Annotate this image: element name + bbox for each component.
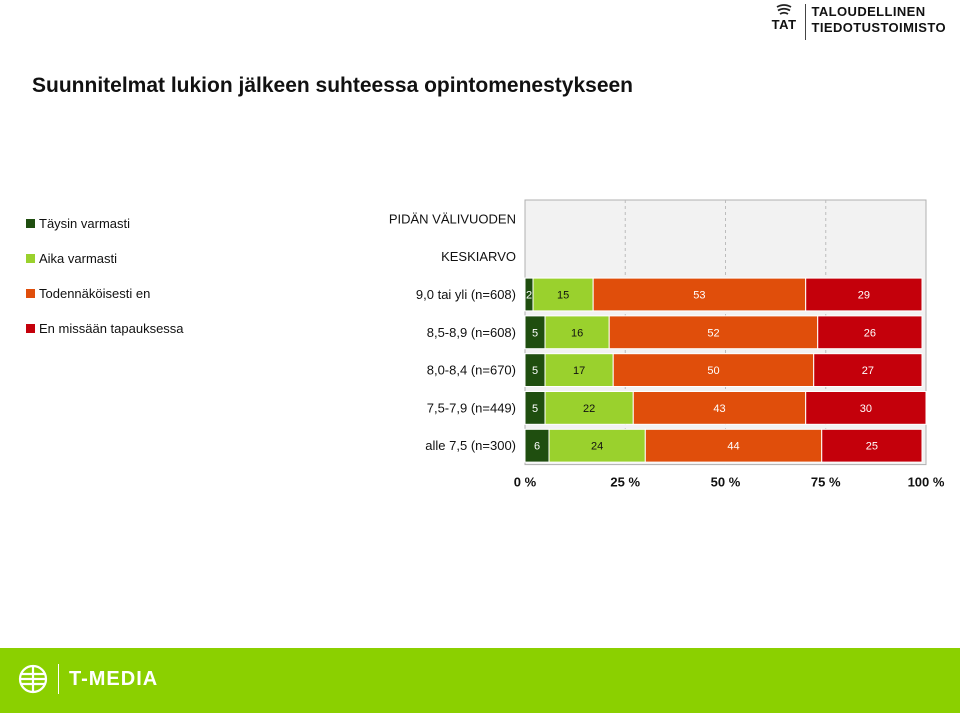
page-title: Suunnitelmat lukion jälkeen suhteessa op… <box>32 74 634 97</box>
legend-swatch <box>26 254 35 263</box>
data-label: 6 <box>534 441 540 453</box>
footer-brand-name: T-MEDIA <box>69 667 159 690</box>
bar-segment <box>821 428 923 463</box>
data-label: 24 <box>591 441 603 453</box>
bar-segment <box>608 315 819 350</box>
data-label: 43 <box>713 403 725 415</box>
chart-legend: Täysin varmasti Aika varmasti Todennäköise… <box>26 206 184 346</box>
logo-abbreviation: TAT <box>771 17 797 32</box>
data-label: 27 <box>862 365 874 377</box>
data-label: 30 <box>860 403 872 415</box>
data-label: 29 <box>858 290 870 302</box>
logo-divider <box>804 4 806 40</box>
bar-segment <box>544 315 610 350</box>
category-label: alle 7,5 (n=300) <box>425 438 516 453</box>
legend-swatch <box>26 219 35 228</box>
data-label: 2 <box>526 290 532 302</box>
category-label: 9,0 tai yli (n=608) <box>416 287 516 302</box>
data-label: 17 <box>573 365 585 377</box>
legend-swatch <box>26 289 35 298</box>
category-label: PIDÄN VÄLIVUODEN <box>389 211 516 226</box>
data-label: 5 <box>532 327 538 339</box>
bar-segment <box>644 428 823 463</box>
bar-segment <box>612 353 815 387</box>
x-tick-label: 25 % <box>610 475 640 490</box>
data-label: 25 <box>866 441 878 453</box>
data-label: 5 <box>532 403 538 415</box>
data-label: 15 <box>557 290 569 302</box>
bar-segment <box>805 277 923 312</box>
logo-name-line2: TIEDOTUSTOIMISTO <box>811 20 946 35</box>
bar-segment <box>544 391 634 425</box>
footer-brand: T-MEDIA <box>18 664 158 694</box>
legend-swatch <box>26 324 35 333</box>
category-label: 7,5-7,9 (n=449) <box>427 400 516 415</box>
legend-label: En missään tapauksessa <box>39 321 184 336</box>
data-label: 5 <box>532 365 538 377</box>
logo-name: TALOUDELLINEN TIEDOTUSTOIMISTO <box>812 4 946 36</box>
legend-item: Todennäköisesti en <box>26 276 184 311</box>
x-tick-label: 0 % <box>514 475 537 490</box>
tat-emblem-icon <box>776 4 792 15</box>
stacked-bar-chart: 0 % 25 % 50 % 75 % 100 % PIDÄN VÄLIVUODEN KESK… <box>389 199 945 490</box>
logo-mark: TAT <box>772 4 797 32</box>
tat-logo: TAT TALOUDELLINEN TIEDOTUSTOIMISTO <box>772 4 946 40</box>
category-label: 8,5-8,9 (n=608) <box>427 325 516 340</box>
data-label: 26 <box>864 327 876 339</box>
category-label: KESKIARVO <box>441 249 516 264</box>
bar-segment <box>544 353 614 387</box>
data-label: 22 <box>583 403 595 415</box>
x-tick-label: 100 % <box>908 475 945 490</box>
data-label: 53 <box>693 290 705 302</box>
bar-segment <box>817 315 923 350</box>
bar-segment <box>805 391 927 425</box>
legend-item: En missään tapauksessa <box>26 311 184 346</box>
data-label: 52 <box>707 327 719 339</box>
footer-divider <box>58 664 59 694</box>
logo-name-line1: TALOUDELLINEN <box>811 4 926 19</box>
bar-segment <box>632 391 807 425</box>
bar-segment <box>813 353 923 387</box>
category-label: 8,0-8,4 (n=670) <box>427 363 516 378</box>
legend-label: Täysin varmasti <box>39 216 131 231</box>
legend-item: Täysin varmasti <box>26 206 184 241</box>
x-tick-label: 50 % <box>711 475 741 490</box>
data-label: 16 <box>571 327 583 339</box>
footer-bar: T-MEDIA <box>0 648 960 713</box>
data-label: 44 <box>727 441 739 453</box>
bar-segment <box>592 277 807 312</box>
legend-label: Todennäköisesti en <box>39 286 151 301</box>
bar-segment <box>532 277 594 312</box>
x-tick-label: 75 % <box>811 475 841 490</box>
legend-label: Aika varmasti <box>39 251 118 266</box>
legend-item: Aika varmasti <box>26 241 184 276</box>
t-media-globe-icon <box>18 664 48 694</box>
data-label: 50 <box>707 365 719 377</box>
